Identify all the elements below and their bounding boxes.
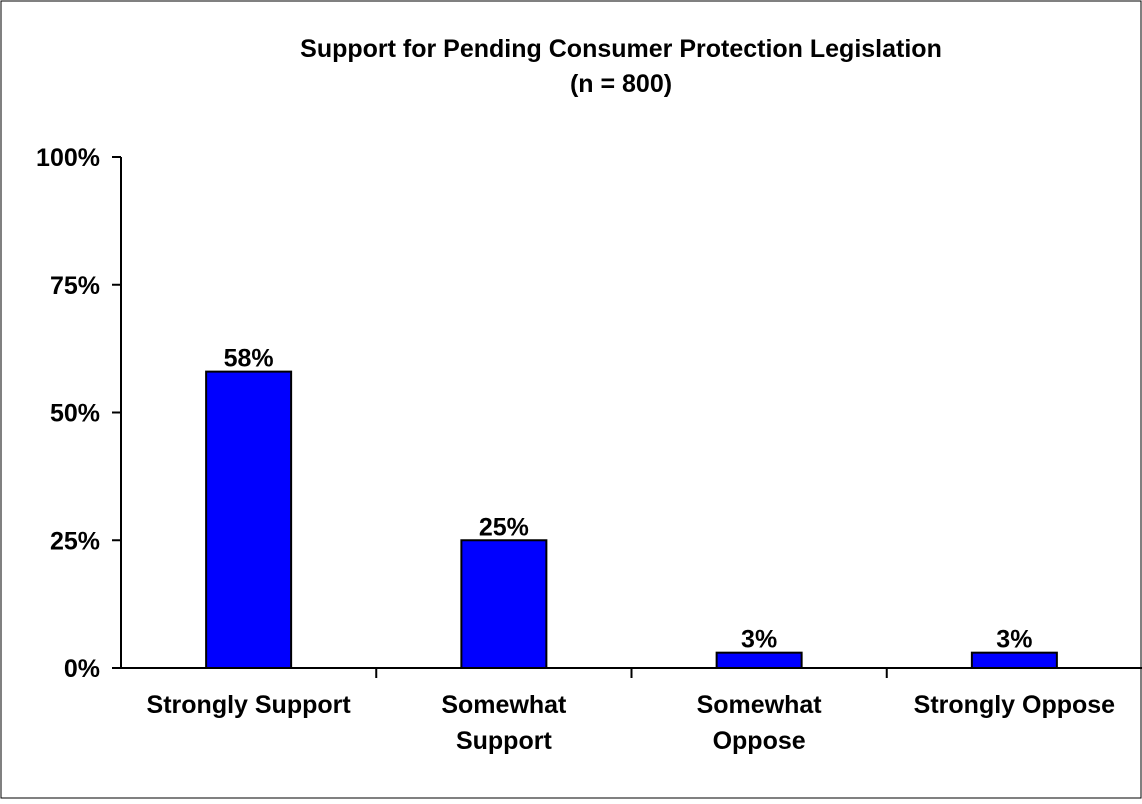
chart-subtitle: (n = 800)	[570, 70, 672, 98]
y-axis-ticks: 0% 25% 50% 75% 100%	[36, 144, 121, 683]
x-tick-label: Oppose	[713, 727, 806, 755]
y-tick-label: 0%	[64, 655, 100, 683]
bar	[715, 651, 803, 669]
bar-value-label: 25%	[479, 513, 529, 541]
chart-title: Support for Pending Consumer Protection …	[300, 35, 942, 63]
x-tick-label: Somewhat	[441, 691, 567, 719]
bar-value-label: 3%	[996, 626, 1032, 654]
y-tick-label: 25%	[50, 527, 100, 555]
y-tick-label: 100%	[36, 144, 100, 172]
x-axis-ticks: Strongly Support Somewhat Support Somewhat O…	[147, 668, 1116, 755]
bar	[970, 651, 1058, 669]
y-tick-label: 50%	[50, 400, 100, 428]
x-tick-label: Somewhat	[697, 691, 823, 719]
y-tick-label: 75%	[50, 272, 100, 300]
bar	[460, 539, 548, 669]
data-labels: 58% 25% 3% 3%	[224, 345, 1033, 654]
x-tick-label: Strongly Oppose	[914, 691, 1116, 719]
x-tick-label: Support	[456, 727, 552, 755]
bars	[205, 370, 1058, 669]
bar-value-label: 58%	[224, 345, 274, 373]
x-tick-label: Strongly Support	[147, 691, 352, 719]
bar-value-label: 3%	[741, 626, 777, 654]
bar	[205, 370, 293, 669]
